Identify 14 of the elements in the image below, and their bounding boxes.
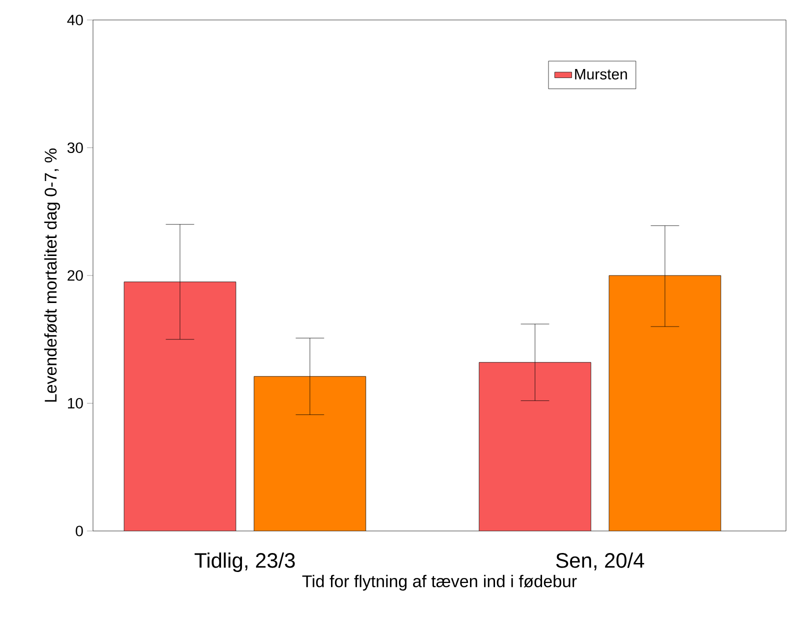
- y-tick-label: 40: [67, 14, 83, 26]
- y-axis-title: Levendefødt mortalitet dag 0-7, %: [44, 148, 60, 402]
- bar: [608, 275, 722, 531]
- x-tick-label: Sen, 20/4: [556, 552, 644, 570]
- legend-label: Mursten: [575, 69, 627, 80]
- bar: [478, 362, 592, 531]
- y-tick-label: 30: [67, 142, 83, 154]
- x-axis-title: Tid for flytning af tæven ind i fødebur: [302, 574, 577, 591]
- y-tick-label: 20: [68, 270, 83, 281]
- y-tick-label: 10: [68, 398, 83, 409]
- bar: [254, 376, 366, 531]
- x-tick-label: Tidlig, 23/3: [194, 552, 295, 572]
- y-tick-label: 0: [76, 526, 83, 536]
- bar: [124, 282, 236, 531]
